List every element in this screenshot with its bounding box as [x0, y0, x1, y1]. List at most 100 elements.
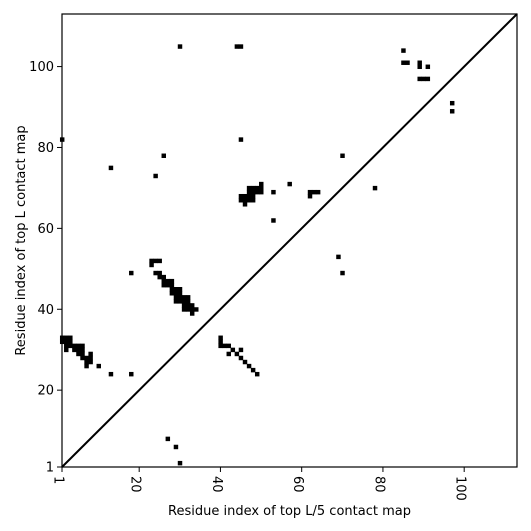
x-tick-label: 60 [290, 476, 305, 493]
contact-point [173, 299, 179, 304]
contact-point [96, 363, 101, 369]
contact-point [259, 185, 264, 191]
contact-point [246, 198, 252, 203]
contact-point [238, 198, 244, 203]
contact-point [307, 193, 313, 199]
contact-point [153, 270, 158, 276]
contact-point [259, 181, 264, 187]
contact-point [177, 287, 183, 292]
y-tick-label: 1 [46, 461, 54, 476]
contact-point [80, 351, 85, 357]
contact-point [287, 181, 292, 187]
contact-point [76, 351, 81, 357]
contact-point [185, 303, 191, 308]
contact-point [165, 278, 171, 284]
y-axis-ticks: 1 20 40 60 80 100 [29, 60, 62, 476]
contact-point [230, 347, 236, 353]
contact-point [340, 270, 345, 276]
contact-point [68, 335, 73, 341]
contact-point [242, 198, 248, 203]
contact-point [173, 295, 179, 300]
contact-point [153, 173, 158, 179]
contact-point [84, 359, 89, 365]
y-tick-label: 40 [37, 303, 54, 318]
contact-point [417, 76, 422, 82]
contact-point [80, 347, 85, 353]
contact-point [161, 153, 166, 158]
contact-point [185, 307, 191, 312]
contact-point [425, 64, 431, 70]
contact-point [80, 355, 85, 361]
contact-point [149, 262, 154, 268]
contact-point [401, 48, 406, 53]
contact-point [271, 189, 276, 195]
contact-point [173, 444, 179, 450]
contact-point [88, 351, 93, 357]
contact-point [311, 189, 317, 195]
contact-point [64, 343, 69, 349]
contact-point [181, 303, 187, 308]
contact-point [76, 347, 81, 353]
contact-point [254, 185, 260, 191]
contact-point [336, 254, 341, 260]
contact-point [64, 347, 69, 353]
contact-point [169, 282, 175, 288]
contact-point [177, 44, 183, 49]
contact-point [185, 295, 191, 300]
contact-point [84, 355, 89, 361]
contact-point [250, 367, 256, 373]
y-tick-label: 80 [37, 141, 54, 156]
contact-point [246, 363, 252, 369]
diagonal-line [61, 13, 518, 468]
contact-point [222, 343, 227, 349]
contact-point [250, 198, 256, 203]
contact-point [165, 282, 171, 288]
contact-point [417, 64, 422, 70]
contact-point [169, 278, 175, 284]
contact-point [64, 339, 69, 345]
x-tick-label: 80 [371, 476, 386, 493]
contact-point [194, 307, 199, 312]
contact-point [161, 274, 166, 280]
contact-point [108, 165, 114, 171]
y-tick-label: 20 [37, 384, 54, 399]
contact-point [72, 343, 77, 349]
contact-point [449, 100, 455, 106]
plot-frame [61, 13, 518, 468]
contact-point [340, 153, 345, 158]
contact-point [129, 371, 134, 377]
contact-point [68, 343, 73, 349]
contact-point [76, 343, 81, 349]
contact-point [177, 291, 183, 296]
x-tick-label: 1 [51, 476, 66, 484]
contact-point [218, 339, 223, 345]
contact-point [449, 109, 455, 114]
contact-point [242, 202, 248, 207]
contact-point [238, 355, 244, 361]
contact-point [307, 189, 313, 195]
contact-point [189, 307, 195, 312]
contact-point [88, 355, 93, 361]
contact-point [250, 185, 256, 191]
contact-point [189, 311, 195, 316]
contact-point [129, 270, 134, 276]
contact-point [173, 291, 179, 296]
contact-point [165, 436, 171, 442]
contact-point [372, 185, 378, 191]
contact-point [80, 343, 85, 349]
contact-point [238, 347, 244, 353]
contact-point [149, 258, 154, 264]
contact-point [177, 295, 183, 300]
contact-point [234, 351, 240, 357]
y-tick-label: 100 [29, 60, 54, 75]
contact-point [68, 339, 73, 345]
contact-point [238, 193, 244, 199]
contact-point [218, 343, 223, 349]
y-axis-label: Residue index of top L contact map [14, 125, 29, 355]
contact-point [405, 60, 410, 65]
y-tick-label: 60 [37, 222, 54, 237]
contact-point [189, 303, 195, 308]
contact-point [108, 371, 114, 377]
contact-point [254, 189, 260, 195]
